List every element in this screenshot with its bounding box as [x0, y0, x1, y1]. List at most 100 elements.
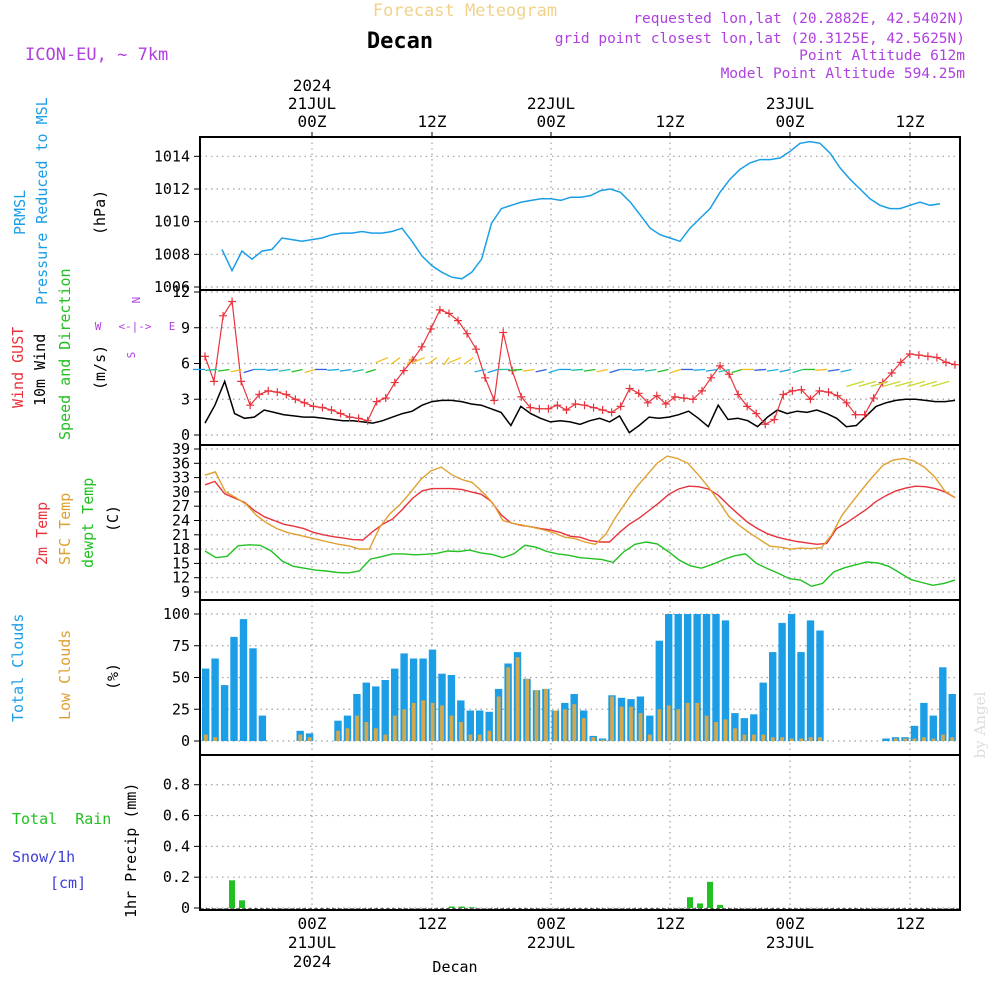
wind-gust-marker	[670, 392, 679, 401]
total-cloud-bar	[249, 648, 257, 741]
wind-gust-marker	[652, 391, 661, 400]
bottom-time-label: 12Z	[896, 914, 925, 933]
series-sfc-temp	[204, 455, 956, 550]
top-time-label: 00Z	[776, 112, 805, 131]
low-cloud-bar	[629, 706, 633, 741]
low-cloud-bar	[893, 738, 898, 741]
low-cloud-bar	[307, 737, 312, 741]
wind-gust-marker	[806, 395, 815, 404]
precip-unit: 1hr Precip (mm)	[122, 783, 140, 918]
footer-location: Decan	[432, 958, 477, 976]
wind-arrow	[779, 368, 791, 373]
low-cloud-bar	[534, 690, 539, 741]
wind-gust-marker	[535, 404, 544, 413]
point-altitude: Point Altitude 612m	[799, 48, 965, 64]
wind-gust-marker	[842, 398, 851, 407]
total-cloud-bar	[929, 715, 937, 741]
wind-arrow	[205, 368, 218, 371]
low-cloud-bar	[600, 739, 605, 741]
compass-north: N	[130, 297, 143, 304]
wind-arrow	[487, 368, 498, 374]
total-cloud-bar	[939, 667, 947, 741]
wind-gust-marker	[517, 392, 526, 401]
wind-arrow	[766, 368, 779, 372]
low-cloud-bar	[468, 734, 473, 741]
wind-gust-marker	[228, 297, 237, 306]
top-time-label: 23JUL	[766, 94, 814, 113]
low-cloud-bar	[922, 737, 926, 741]
pressure-unit: (hPa)	[91, 190, 109, 235]
wind-arrow	[412, 356, 425, 364]
wind-gust-marker	[779, 390, 788, 399]
rain-bar	[717, 904, 723, 908]
rain-bar	[229, 880, 235, 908]
wind-gust-marker	[246, 401, 255, 410]
wind-arrow	[718, 368, 730, 373]
low-cloud-bar	[752, 734, 756, 741]
panel-frame	[199, 754, 961, 911]
wind-arrow	[278, 368, 291, 372]
wind-gust-marker	[634, 389, 643, 398]
wind-gust-marker	[273, 388, 282, 397]
temp-2m-label: 2m Temp	[33, 502, 51, 565]
wind-gust-marker	[490, 396, 499, 405]
bottom-time-label: 12Z	[656, 914, 685, 933]
wind-gust-marker	[354, 414, 363, 423]
low-cloud-bar	[421, 700, 425, 741]
total-cloud-bar	[948, 694, 956, 741]
top-time-label: 12Z	[418, 112, 447, 131]
total-cloud-bar	[920, 702, 928, 741]
total-cloud-bar	[769, 652, 777, 741]
location-title: Decan	[367, 29, 433, 54]
wind-gust-marker	[752, 409, 761, 418]
wind-gust-marker	[824, 388, 833, 397]
wind-gust-marker	[743, 402, 752, 411]
wind-gust-marker	[598, 405, 607, 414]
wind-arrow	[304, 368, 315, 374]
wind-gust-marker	[399, 366, 408, 375]
y-tick-label: 100	[163, 605, 190, 623]
wind-gust-marker	[770, 415, 779, 424]
low-cloud-bar	[487, 730, 492, 741]
total-cloud-bar	[428, 649, 437, 741]
total-cloud-bar	[466, 710, 474, 741]
wind-direction-arrows	[193, 356, 950, 387]
wind-arrow	[291, 368, 303, 373]
low-cloud-bar	[496, 696, 501, 741]
wind-gust-marker	[697, 386, 706, 395]
low-cloud-bar	[364, 722, 369, 741]
wind-gust-marker	[914, 351, 923, 360]
y-tick-label: 9	[181, 319, 190, 337]
total-cloud-bar	[447, 675, 456, 741]
y-tick-label: 12	[172, 283, 190, 301]
wind-gust-marker	[435, 305, 444, 314]
wind-gust-marker	[688, 395, 697, 404]
y-tick-label: 1010	[154, 213, 190, 231]
y-tick-label: 12	[172, 569, 190, 587]
low-cloud-bar	[704, 715, 709, 741]
panel-frame	[199, 136, 961, 291]
y-tick-label: 0	[181, 426, 190, 444]
bottom-time-label: 21JUL	[288, 933, 336, 952]
wind-gust-marker	[463, 329, 472, 338]
rain-bar	[468, 907, 475, 908]
wind-gust-marker	[661, 400, 670, 409]
temp-unit: (C)	[104, 505, 122, 532]
low-cloud-bar	[544, 688, 548, 741]
bottom-time-label: 00Z	[537, 914, 566, 933]
rain-bar	[448, 906, 455, 908]
top-time-label: 00Z	[537, 112, 566, 131]
total-cloud-bar	[211, 658, 219, 741]
wind-arrow	[427, 357, 438, 365]
snow-unit: [cm]	[50, 874, 86, 892]
wind-gust-marker	[526, 403, 535, 412]
top-time-label: 00Z	[298, 112, 327, 131]
wind-gust-marker	[707, 373, 716, 382]
wind-gust-marker	[860, 410, 869, 419]
low-cloud-bar	[742, 734, 747, 741]
wind-gust-marker	[616, 402, 625, 411]
model-altitude: Model Point Altitude 594.25m	[721, 66, 966, 82]
total-cloud-bar	[882, 738, 890, 741]
wind-arrow	[596, 368, 608, 373]
